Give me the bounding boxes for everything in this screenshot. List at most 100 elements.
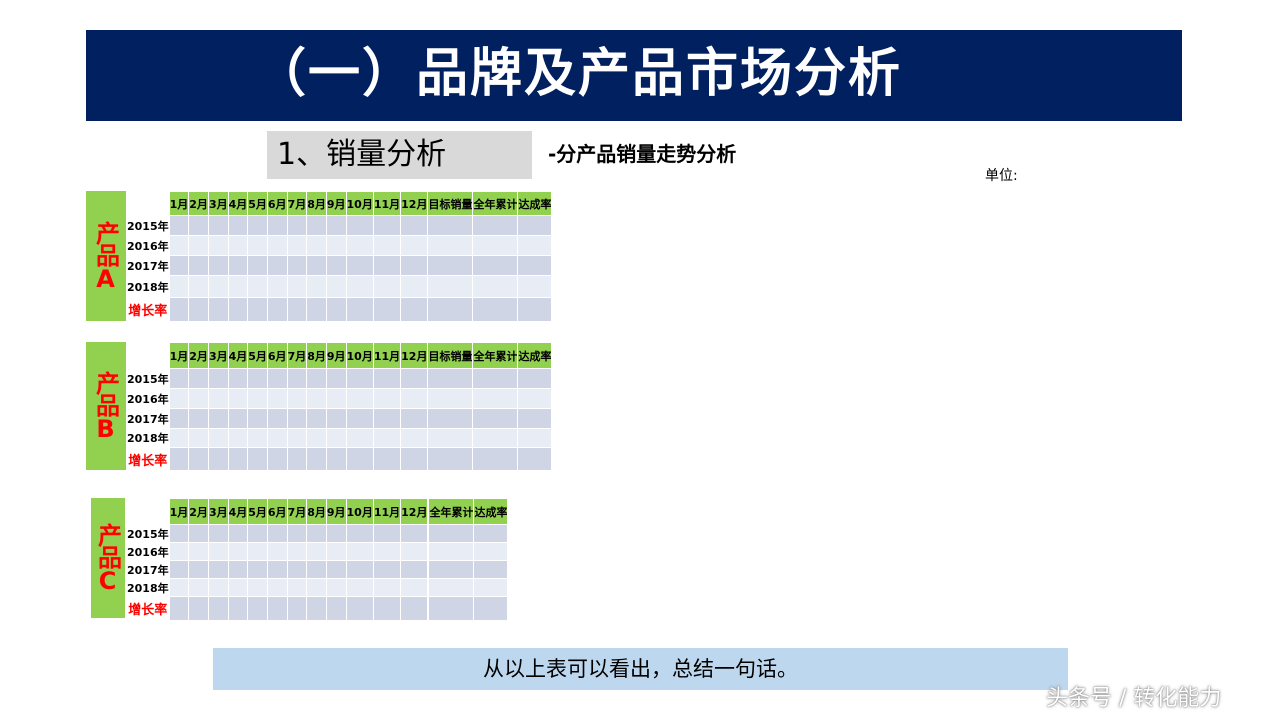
data-cell[interactable]	[247, 235, 268, 256]
data-cell[interactable]	[472, 235, 519, 256]
data-cell[interactable]	[372, 447, 402, 471]
data-cell[interactable]	[428, 578, 475, 597]
data-cell[interactable]	[168, 428, 190, 448]
data-cell[interactable]	[345, 297, 374, 322]
data-cell[interactable]	[306, 596, 327, 621]
data-cell[interactable]	[168, 578, 190, 597]
data-cell[interactable]	[168, 542, 190, 561]
data-cell[interactable]	[428, 542, 475, 561]
data-cell[interactable]	[227, 388, 249, 409]
data-cell[interactable]	[207, 578, 229, 597]
data-cell[interactable]	[372, 428, 402, 448]
data-cell[interactable]	[325, 388, 347, 409]
data-cell[interactable]	[247, 215, 268, 236]
data-cell[interactable]	[286, 235, 308, 256]
data-cell[interactable]	[207, 560, 229, 579]
data-cell[interactable]	[345, 255, 374, 276]
data-cell[interactable]	[168, 275, 190, 298]
data-cell[interactable]	[325, 542, 347, 561]
data-cell[interactable]	[227, 428, 249, 448]
data-cell[interactable]	[207, 255, 229, 276]
data-cell[interactable]	[188, 596, 209, 621]
data-cell[interactable]	[372, 596, 402, 621]
data-cell[interactable]	[517, 275, 553, 298]
data-cell[interactable]	[325, 560, 347, 579]
data-cell[interactable]	[400, 235, 429, 256]
data-cell[interactable]	[325, 235, 347, 256]
data-cell[interactable]	[325, 428, 347, 448]
data-cell[interactable]	[286, 542, 308, 561]
data-cell[interactable]	[266, 275, 288, 298]
data-cell[interactable]	[168, 408, 190, 429]
data-cell[interactable]	[227, 408, 249, 429]
data-cell[interactable]	[266, 388, 288, 409]
data-cell[interactable]	[306, 408, 327, 429]
data-cell[interactable]	[247, 388, 268, 409]
data-cell[interactable]	[168, 215, 190, 236]
data-cell[interactable]	[325, 524, 347, 543]
data-cell[interactable]	[188, 275, 209, 298]
data-cell[interactable]	[227, 215, 249, 236]
data-cell[interactable]	[188, 578, 209, 597]
data-cell[interactable]	[517, 297, 553, 322]
data-cell[interactable]	[517, 368, 553, 389]
data-cell[interactable]	[286, 428, 308, 448]
data-cell[interactable]	[345, 368, 374, 389]
data-cell[interactable]	[286, 560, 308, 579]
data-cell[interactable]	[286, 578, 308, 597]
data-cell[interactable]	[188, 447, 209, 471]
data-cell[interactable]	[266, 447, 288, 471]
data-cell[interactable]	[517, 447, 553, 471]
data-cell[interactable]	[428, 596, 475, 621]
data-cell[interactable]	[325, 578, 347, 597]
data-cell[interactable]	[325, 275, 347, 298]
data-cell[interactable]	[400, 560, 429, 579]
data-cell[interactable]	[325, 408, 347, 429]
data-cell[interactable]	[168, 388, 190, 409]
data-cell[interactable]	[372, 578, 402, 597]
data-cell[interactable]	[325, 297, 347, 322]
data-cell[interactable]	[345, 524, 374, 543]
data-cell[interactable]	[227, 297, 249, 322]
data-cell[interactable]	[306, 235, 327, 256]
data-cell[interactable]	[325, 215, 347, 236]
data-cell[interactable]	[372, 560, 402, 579]
data-cell[interactable]	[188, 428, 209, 448]
data-cell[interactable]	[188, 388, 209, 409]
data-cell[interactable]	[286, 408, 308, 429]
data-cell[interactable]	[247, 560, 268, 579]
data-cell[interactable]	[227, 255, 249, 276]
data-cell[interactable]	[400, 524, 429, 543]
data-cell[interactable]	[427, 255, 474, 276]
data-cell[interactable]	[473, 524, 509, 543]
data-cell[interactable]	[306, 255, 327, 276]
data-cell[interactable]	[286, 447, 308, 471]
data-cell[interactable]	[266, 368, 288, 389]
data-cell[interactable]	[400, 368, 429, 389]
data-cell[interactable]	[427, 408, 474, 429]
data-cell[interactable]	[247, 275, 268, 298]
data-cell[interactable]	[227, 578, 249, 597]
data-cell[interactable]	[427, 388, 474, 409]
data-cell[interactable]	[227, 524, 249, 543]
data-cell[interactable]	[188, 560, 209, 579]
data-cell[interactable]	[168, 368, 190, 389]
data-cell[interactable]	[286, 368, 308, 389]
data-cell[interactable]	[266, 596, 288, 621]
data-cell[interactable]	[168, 560, 190, 579]
data-cell[interactable]	[345, 408, 374, 429]
data-cell[interactable]	[266, 235, 288, 256]
data-cell[interactable]	[472, 447, 519, 471]
data-cell[interactable]	[427, 275, 474, 298]
data-cell[interactable]	[207, 235, 229, 256]
data-cell[interactable]	[168, 596, 190, 621]
data-cell[interactable]	[306, 542, 327, 561]
data-cell[interactable]	[266, 215, 288, 236]
data-cell[interactable]	[247, 578, 268, 597]
data-cell[interactable]	[286, 215, 308, 236]
data-cell[interactable]	[400, 596, 429, 621]
data-cell[interactable]	[428, 524, 475, 543]
data-cell[interactable]	[325, 368, 347, 389]
data-cell[interactable]	[473, 542, 509, 561]
data-cell[interactable]	[400, 408, 429, 429]
